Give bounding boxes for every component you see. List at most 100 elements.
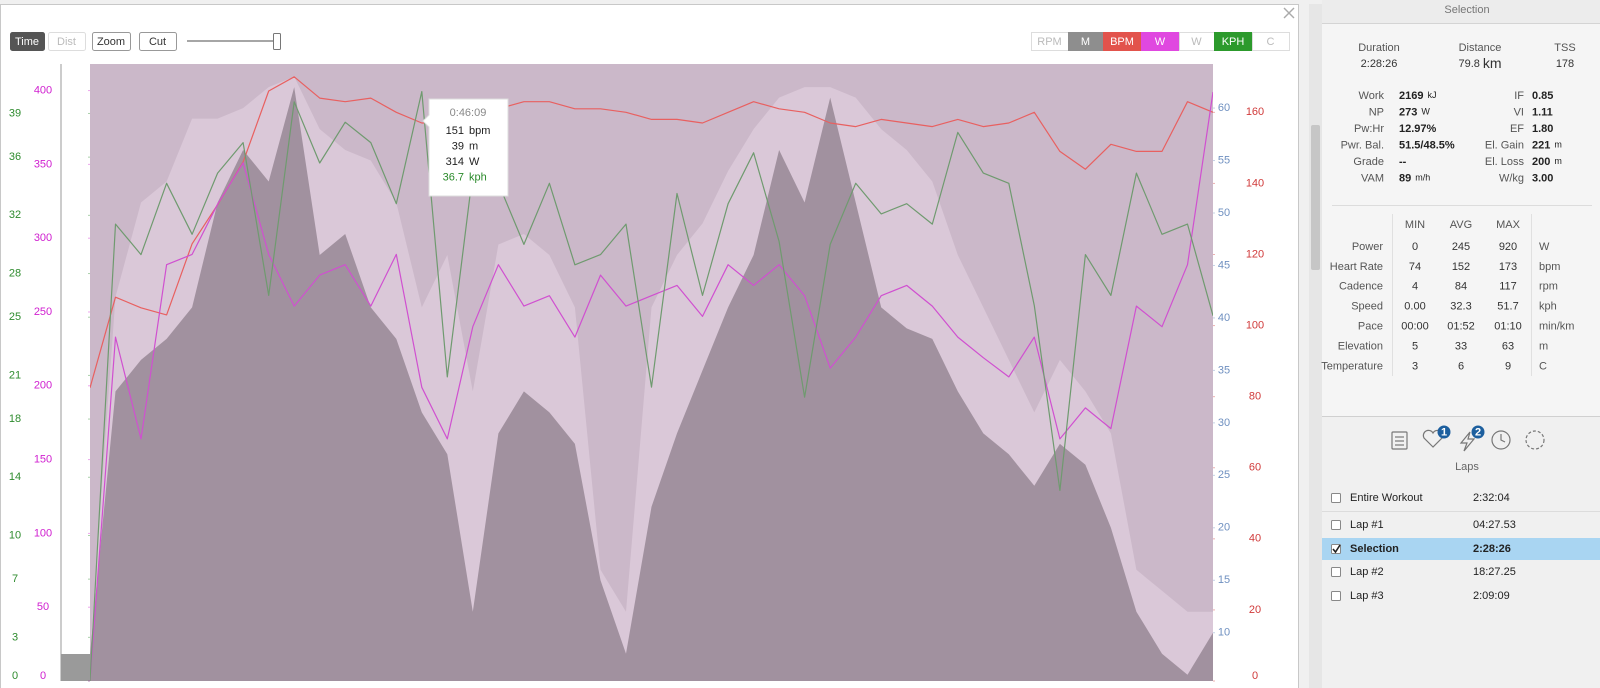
axis-tick-label: 3 [12, 631, 18, 643]
line-series [90, 91, 1213, 681]
tooltip-unit: W [469, 156, 480, 168]
scrollbar-thumb[interactable] [1311, 125, 1320, 270]
lap-checkbox[interactable] [1331, 591, 1341, 601]
stats-label: Temperature [1321, 360, 1383, 372]
stats-value: 920 [1499, 241, 1517, 253]
clock-icon[interactable] [1491, 430, 1511, 450]
axis-tick-label: 14 [9, 471, 21, 483]
toggle-label: BPM [1110, 36, 1134, 48]
metric-label: EF [1510, 123, 1524, 135]
axis-tick-label: 0 [40, 670, 46, 682]
button-label: Cut [149, 36, 166, 48]
value-text: 89 [1399, 172, 1411, 184]
lap-row[interactable]: Selection 2:28:26 [1331, 543, 1511, 555]
toggle-label: M [1081, 36, 1090, 48]
metric-label: VAM [1361, 172, 1384, 184]
lap-row[interactable]: Lap #1 04:27.53 [1331, 519, 1516, 531]
tooltip-value: 314 [446, 156, 464, 168]
channel-toggle[interactable]: W [1141, 32, 1180, 51]
axis-tick-label: 0 [1252, 670, 1258, 682]
stats-value: 32.3 [1450, 301, 1471, 313]
lap-checkbox[interactable] [1331, 567, 1341, 577]
toolbar-button[interactable]: Zoom [92, 32, 131, 51]
metric-label: Work [1359, 90, 1385, 102]
toolbar-button[interactable]: Time [10, 32, 45, 51]
axis-tick-label: 25 [1218, 469, 1230, 481]
lap-name: Lap #1 [1350, 519, 1384, 531]
metric-value: 89 m/h [1399, 172, 1430, 184]
notes-icon[interactable] [1391, 431, 1408, 450]
lap-row[interactable]: Lap #3 2:09:09 [1331, 590, 1510, 602]
lap-checkbox[interactable] [1331, 520, 1341, 530]
channel-toggle[interactable]: RPM [1031, 32, 1069, 51]
lap-name: Entire Workout [1350, 492, 1423, 504]
stats-label: Power [1352, 241, 1384, 253]
axis-tick-label: 39 [9, 107, 21, 119]
summary-label: Duration [1358, 42, 1400, 54]
axis-tick-label: 55 [1218, 154, 1230, 166]
line-series [90, 91, 1213, 681]
lap-time: 2:09:09 [1473, 590, 1510, 602]
stats-unit: W [1539, 241, 1550, 253]
stats-value: 00:00 [1401, 321, 1429, 333]
channel-toggle[interactable]: W [1179, 32, 1215, 51]
stats-value: 84 [1455, 281, 1467, 293]
more-icon[interactable] [1525, 430, 1545, 450]
axis-tick-label: 60 [1249, 462, 1261, 474]
stats-value: 5 [1412, 340, 1418, 352]
icon-shape [1491, 430, 1511, 450]
channel-toggle[interactable]: C [1252, 32, 1290, 51]
value-text: 51.5/48.5% [1399, 139, 1455, 151]
axis-tick-label: 40 [1218, 312, 1230, 324]
channel-toggle[interactable]: KPH [1214, 32, 1253, 51]
metric-value: 200 m [1532, 156, 1562, 168]
axis-tick-label: 36 [9, 151, 21, 163]
power-icon[interactable] [1459, 431, 1476, 452]
channel-toggle[interactable]: M [1068, 32, 1104, 51]
value-text: 221 [1532, 139, 1550, 151]
axis-tick-label: 18 [9, 413, 21, 425]
button-frame [48, 32, 86, 51]
metric-label: Grade [1353, 156, 1384, 168]
axis-tick-label: 7 [12, 573, 18, 585]
lap-row[interactable]: Lap #2 18:27.25 [1331, 566, 1516, 578]
button-frame [10, 32, 45, 51]
channel-toggle[interactable]: BPM [1103, 32, 1142, 51]
metric-label: Pwr. Bal. [1341, 139, 1384, 151]
zoom-slider-handle[interactable] [273, 33, 281, 50]
metric-label: VI [1514, 106, 1524, 118]
close-button[interactable] [1283, 7, 1295, 19]
tooltip-value: 151 [446, 125, 464, 137]
stats-value: 0 [1412, 241, 1418, 253]
lap-checkbox[interactable] [1331, 493, 1341, 503]
axis-tick-label: 160 [1246, 106, 1264, 118]
stats-unit: C [1539, 360, 1547, 372]
axis-tick-label: 20 [1218, 522, 1230, 534]
stats-value: 152 [1452, 261, 1470, 273]
stats-unit: kph [1539, 301, 1557, 313]
tooltip-unit: m [469, 140, 478, 152]
tooltip-unit: bpm [469, 125, 490, 137]
axis-tick-label: 32 [9, 209, 21, 221]
axis-tick-label: 21 [9, 369, 21, 381]
tooltip-time: 0:46:09 [450, 107, 487, 119]
stats-unit: bpm [1539, 261, 1560, 273]
metric-label: El. Gain [1485, 139, 1524, 151]
value-text: 1.11 [1532, 106, 1553, 118]
axis-tick-label: 60 [1218, 102, 1230, 114]
button-label: Zoom [97, 36, 125, 48]
plot[interactable] [90, 64, 1213, 681]
sidebar-title: Selection [1444, 4, 1489, 16]
lap-row[interactable]: Entire Workout 2:32:04 [1322, 492, 1600, 512]
stats-value: 0.00 [1404, 301, 1425, 313]
metric-label: IF [1514, 90, 1524, 102]
stats-value: 74 [1409, 261, 1421, 273]
toolbar-button[interactable]: Cut [139, 32, 177, 51]
value-text: 1.80 [1532, 123, 1553, 135]
badge [1437, 425, 1451, 439]
stats-value: 63 [1502, 340, 1514, 352]
toggle-label: KPH [1222, 36, 1245, 48]
button-label: Dist [57, 36, 76, 48]
